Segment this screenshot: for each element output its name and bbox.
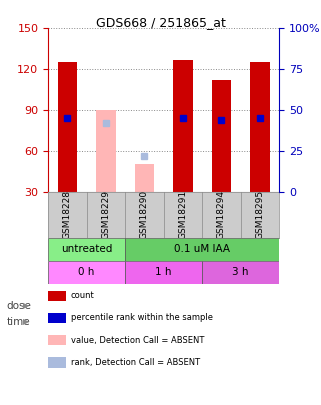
Text: untreated: untreated (61, 244, 112, 254)
Text: GSM18291: GSM18291 (178, 190, 187, 239)
Text: percentile rank within the sample: percentile rank within the sample (71, 313, 213, 322)
FancyBboxPatch shape (48, 238, 125, 260)
Text: ▶: ▶ (22, 318, 29, 326)
Text: 1 h: 1 h (155, 267, 172, 277)
FancyBboxPatch shape (125, 238, 279, 260)
Text: count: count (71, 291, 94, 300)
Text: 0.1 uM IAA: 0.1 uM IAA (174, 244, 230, 254)
Text: 0 h: 0 h (78, 267, 95, 277)
Text: rank, Detection Call = ABSENT: rank, Detection Call = ABSENT (71, 358, 200, 367)
Bar (212, 80, 231, 192)
FancyBboxPatch shape (48, 260, 125, 284)
Text: GSM18295: GSM18295 (256, 190, 265, 239)
Text: dose: dose (6, 301, 31, 311)
Text: ▶: ▶ (22, 301, 29, 310)
Bar (173, 60, 193, 192)
Text: GDS668 / 251865_at: GDS668 / 251865_at (96, 16, 225, 29)
Bar (58, 62, 77, 192)
Text: GSM18229: GSM18229 (101, 190, 110, 239)
Bar (96, 110, 116, 192)
Text: GSM18294: GSM18294 (217, 190, 226, 239)
FancyBboxPatch shape (202, 260, 279, 284)
Text: GSM18228: GSM18228 (63, 190, 72, 239)
Text: time: time (6, 317, 30, 327)
FancyBboxPatch shape (125, 260, 202, 284)
Text: 3 h: 3 h (232, 267, 249, 277)
Text: GSM18290: GSM18290 (140, 190, 149, 239)
Bar (250, 62, 270, 192)
Bar (135, 164, 154, 192)
Text: value, Detection Call = ABSENT: value, Detection Call = ABSENT (71, 336, 204, 345)
